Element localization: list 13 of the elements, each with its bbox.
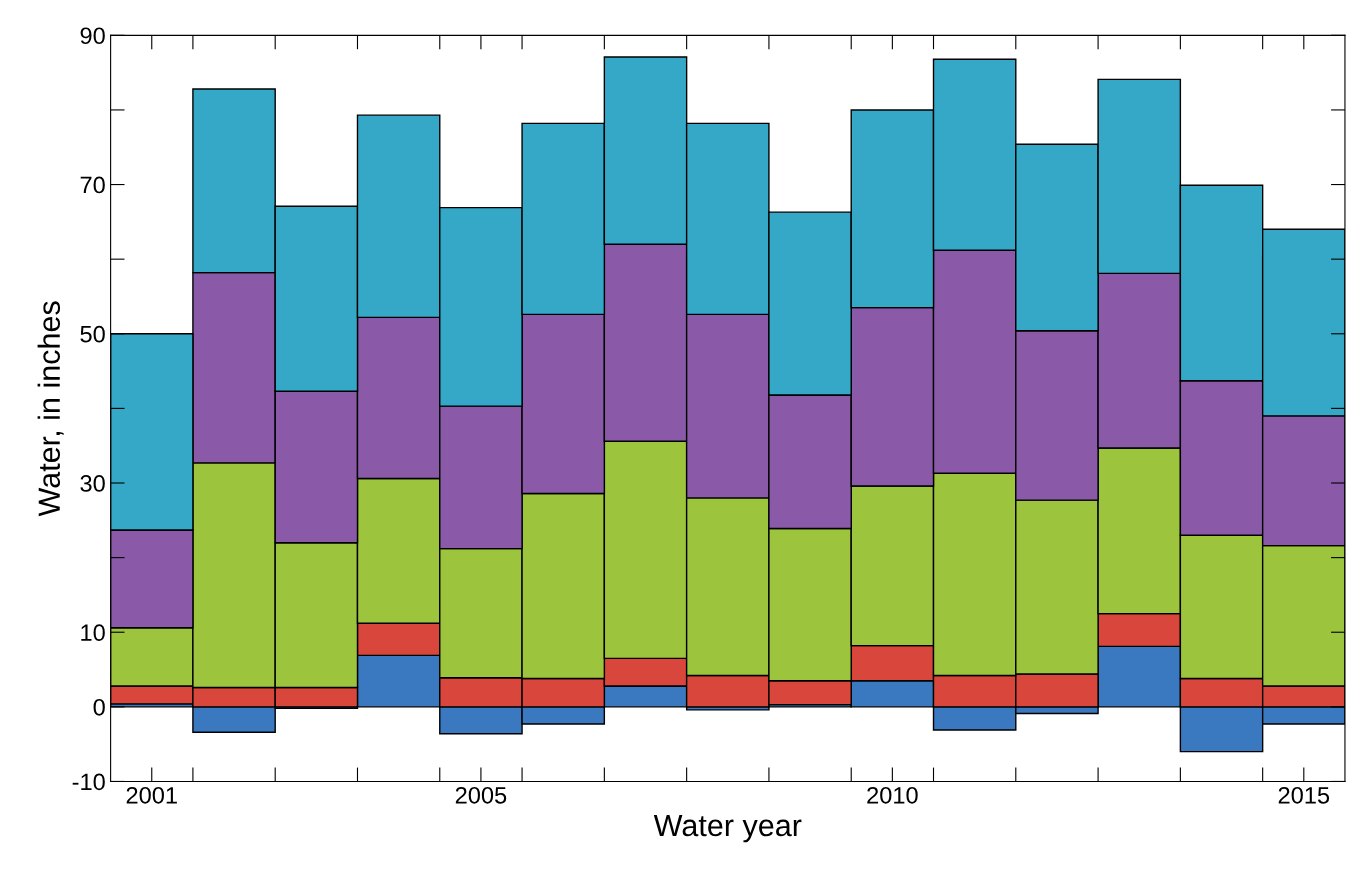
x-tick-label: 2005 [455, 786, 507, 804]
y-tick-label: 50 [80, 325, 105, 343]
y-axis-title: Water, in inches [37, 301, 64, 517]
y-tick-label: 10 [81, 624, 105, 642]
x-axis-title: Water year [653, 815, 802, 843]
y-tick-label: 70 [80, 176, 105, 194]
y-tick-label: 30 [80, 475, 105, 492]
y-tick-label: 90 [80, 27, 105, 45]
y-tick-label: -10 [72, 773, 105, 791]
x-tick-label: 2015 [1278, 786, 1330, 804]
x-tick-label: 2010 [867, 786, 918, 804]
y-tick-label: 0 [93, 698, 105, 716]
x-tick-label: 2001 [126, 786, 177, 804]
